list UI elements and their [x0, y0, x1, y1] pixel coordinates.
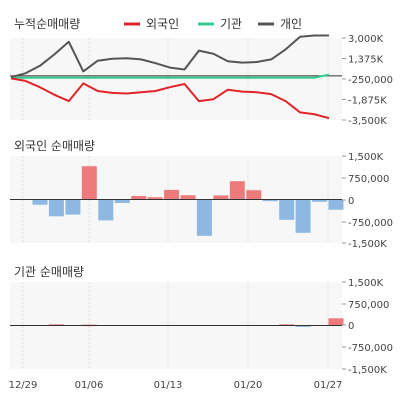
bar: [65, 199, 81, 215]
y-tick-label: 3,000K: [348, 34, 384, 45]
bar: [246, 190, 262, 200]
bar: [328, 318, 344, 326]
x-axis: 12/29 01/06 01/13 01/20 01/27: [9, 380, 343, 391]
panel-cumulative-bg: [10, 38, 342, 120]
y-tick-label: 1,375K: [348, 55, 384, 66]
panel-cumulative-y-axis: 3,000K 1,375K -250,000 -1,875K -3,500K: [342, 34, 393, 127]
bar: [229, 181, 245, 200]
legend: 외국인 기관 개인: [124, 17, 302, 31]
bar: [312, 199, 328, 202]
bar: [32, 199, 48, 205]
legend-individual-label: 개인: [280, 17, 302, 31]
bar: [213, 195, 229, 200]
legend-institution-label: 기관: [220, 17, 242, 31]
bar: [295, 199, 311, 233]
panel-foreign-plot: [10, 156, 344, 243]
y-tick-label: -1,875K: [348, 96, 387, 107]
y-tick-label: 750,000: [348, 300, 389, 311]
y-tick-label: 1,500K: [348, 152, 384, 163]
panel-foreign-title: 외국인 순매매량: [14, 139, 95, 153]
bar: [48, 199, 64, 217]
bar: [131, 196, 147, 200]
y-tick-label: 1,500K: [348, 278, 384, 289]
bar: [114, 199, 130, 203]
panel-cumulative-plot: [10, 34, 342, 120]
y-tick-label: -750,000: [348, 218, 393, 229]
series-line-1: [11, 73, 330, 79]
bar: [328, 199, 344, 210]
y-tick-label: -1,500K: [348, 365, 387, 376]
panel-foreign-y-axis: 1,500K 750,000 0 -750,000 -1,500K: [342, 152, 393, 250]
bar: [147, 197, 163, 200]
panel-institution-y-axis: 1,500K 750,000 0 -750,000 -1,500K: [342, 278, 393, 376]
y-tick-label: 750,000: [348, 174, 389, 185]
bar: [98, 199, 114, 221]
y-tick-label: -1,500K: [348, 239, 387, 250]
y-tick-label: -3,500K: [348, 116, 387, 127]
y-tick-label: -750,000: [348, 343, 393, 354]
series-line-2: [10, 34, 329, 79]
bar: [295, 325, 311, 327]
y-tick-label: 0: [348, 321, 354, 332]
bar: [262, 199, 278, 202]
panel-institution-plot: [10, 282, 344, 369]
x-tick-label: 01/13: [154, 380, 183, 391]
bar: [180, 195, 196, 200]
legend-foreign-label: 외국인: [146, 17, 179, 31]
series-line-0: [10, 77, 330, 120]
panel-cumulative-title: 누적순매매량: [14, 17, 80, 31]
x-tick-label: 01/06: [75, 380, 104, 391]
y-tick-label: 0: [348, 196, 354, 207]
bar: [81, 166, 97, 200]
x-tick-label: 01/20: [234, 380, 263, 391]
x-tick-label: 12/29: [9, 380, 38, 391]
bar: [196, 199, 212, 236]
x-tick-label: 01/27: [314, 380, 343, 391]
bar: [164, 189, 180, 200]
y-tick-label: -250,000: [348, 75, 393, 86]
bar: [279, 199, 295, 220]
panel-institution-title: 기관 순매매량: [14, 265, 84, 279]
